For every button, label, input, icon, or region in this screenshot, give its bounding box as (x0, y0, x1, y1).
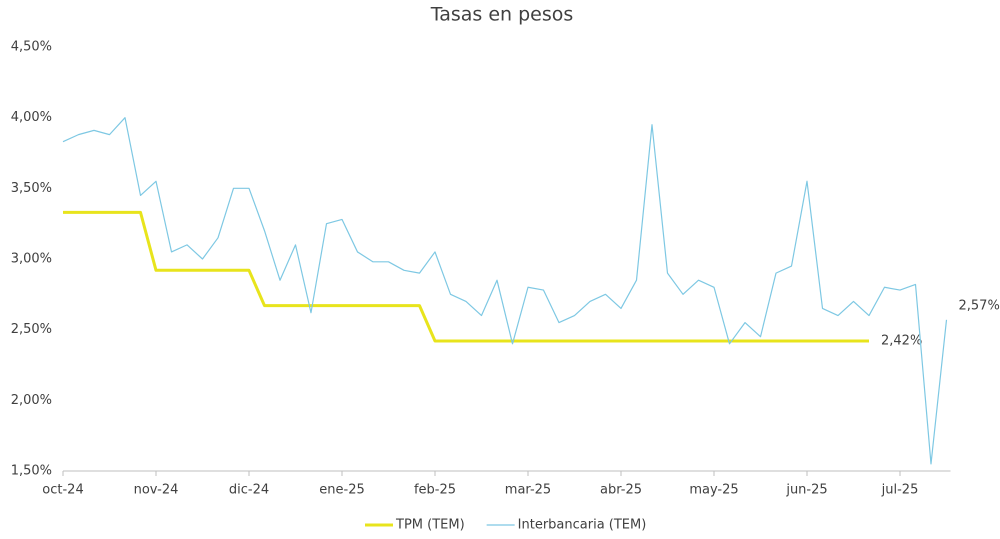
legend-label: Interbancaria (TEM) (518, 518, 647, 533)
x-tick-label: may-25 (689, 483, 738, 498)
y-tick-label: 2,50% (11, 322, 52, 337)
series-line (62, 117, 948, 465)
x-tick-label: abr-25 (600, 483, 642, 498)
y-tick-label: 3,50% (11, 181, 52, 196)
data-label: 2,42% (881, 333, 922, 348)
x-tick-label: mar-25 (505, 483, 551, 498)
y-tick-label: 3,00% (11, 252, 52, 267)
y-tick-label: 4,50% (11, 40, 52, 55)
chart-title: Tasas en pesos (430, 4, 574, 26)
legend-label: TPM (TEM) (395, 518, 465, 533)
x-tick-label: nov-24 (134, 483, 179, 498)
y-tick-label: 1,50% (11, 464, 52, 479)
x-tick-label: ene-25 (319, 483, 364, 498)
x-tick-label: jul-25 (881, 483, 919, 498)
x-tick-label: dic-24 (229, 483, 269, 498)
x-tick-label: jun-25 (785, 483, 827, 498)
y-tick-label: 4,00% (11, 110, 52, 125)
y-tick-label: 2,00% (11, 393, 52, 408)
x-tick-label: oct-24 (42, 483, 83, 498)
x-tick-label: feb-25 (414, 483, 456, 498)
data-label: 2,57% (959, 298, 1000, 313)
series-line (63, 210, 869, 343)
